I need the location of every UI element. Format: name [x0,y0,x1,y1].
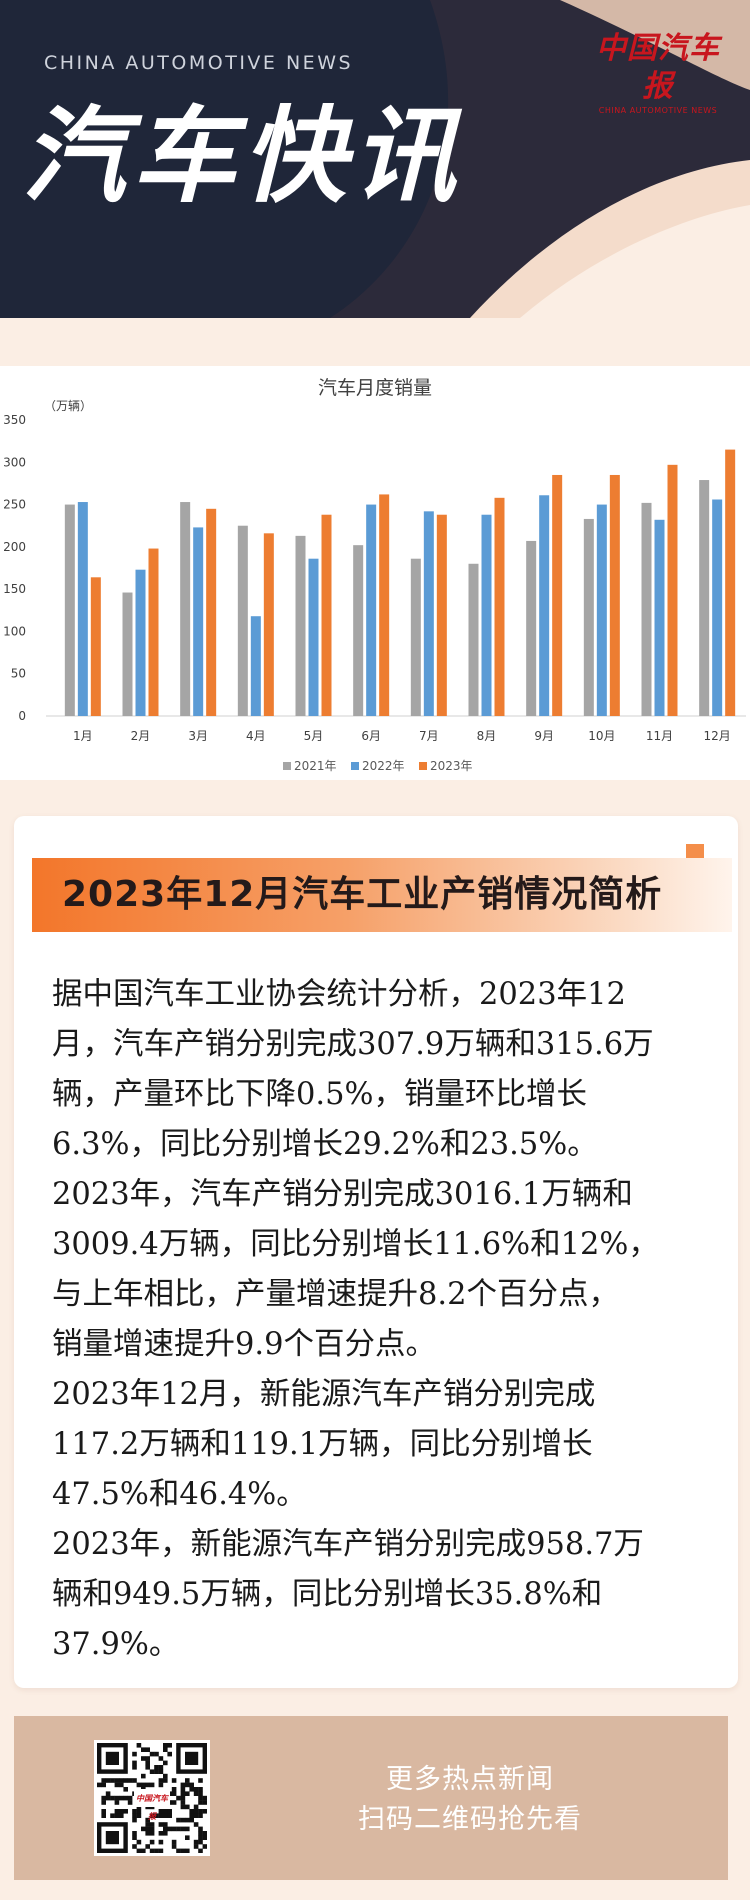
bar-2021年-2月 [122,592,133,716]
qr-code[interactable]: 中国汽车报 [94,1740,210,1856]
x-tick-label: 6月 [361,729,381,743]
bar-2023年-4月 [263,533,274,716]
chart-title: 汽车月度销量 [318,377,432,399]
header-english-title: CHINA AUTOMOTIVE NEWS [44,52,354,74]
bar-2023年-9月 [552,474,563,716]
article-heading: 2023年12月汽车工业产销情况简析 [62,874,663,915]
article-line: 辆，产量环比下降0.5%，销量环比增长 [52,1077,587,1112]
article-line: 37.9%。 [52,1627,180,1662]
footer-promo: 中国汽车报 更多热点新闻 扫码二维码抢先看 [14,1716,728,1880]
x-tick-label: 4月 [246,729,266,743]
bar-2022年-8月 [481,514,492,716]
article-line: 2023年12月，新能源汽车产销分别完成 [52,1377,596,1412]
bar-2021年-7月 [410,558,421,716]
banner-accent-square [686,844,704,862]
bar-2023年-11月 [667,464,678,716]
y-tick-label: 300 [3,455,26,469]
logo-english-text: CHINA AUTOMOTIVE NEWS [598,106,718,115]
bar-2022年-6月 [366,504,377,716]
bar-2021年-12月 [699,480,710,716]
bar-2021年-8月 [468,563,479,716]
bar-2023年-12月 [725,449,736,716]
monthly-sales-chart: 汽车月度销量 （万辆） 0 50 100 150 200 250 300 350 1月 2月 3月 4月 5… [0,366,750,780]
bar-2021年-4月 [237,525,248,716]
x-tick-label: 11月 [646,729,673,743]
bar-2022年-5月 [308,558,319,716]
y-tick-label: 150 [3,582,26,596]
bar-2023年-10月 [609,474,620,716]
bar-2023年-7月 [436,514,447,716]
legend-swatch [351,762,359,770]
bar-2022年-12月 [712,499,723,716]
x-tick-label: 7月 [419,729,439,743]
article-line: 与上年相比，产量增速提升8.2个百分点， [52,1277,620,1312]
y-tick-label: 250 [3,498,26,512]
bar-2021年-1月 [64,504,75,716]
article-line: 据中国汽车工业协会统计分析，2023年12 [52,977,626,1012]
y-tick-label: 200 [3,540,26,554]
article-line: 2023年，新能源汽车产销分别完成958.7万 [52,1527,644,1562]
bar-2022年-7月 [423,511,434,716]
china-automotive-news-logo: 中国汽车报 CHINA AUTOMOTIVE NEWS [588,30,728,115]
y-tick-label: 350 [3,413,26,427]
x-tick-label: 10月 [588,729,615,743]
chart-canvas: 汽车月度销量 （万辆） 0 50 100 150 200 250 300 350 1月 2月 3月 4月 5… [3,377,746,773]
bar-2021年-10月 [583,518,594,716]
article-line: 辆和949.5万辆，同比分别增长35.8%和 [52,1577,603,1612]
footer-line-2: 扫码二维码抢先看 [358,1804,582,1835]
bar-2023年-6月 [379,494,390,716]
legend-label: 2021年 [294,759,337,773]
qr-code-pattern [97,1743,207,1853]
article-line: 销量增速提升9.9个百分点。 [52,1327,437,1362]
article-line: 2023年，汽车产销分别完成3016.1万辆和 [52,1177,633,1212]
article-body: 据中国汽车工业协会统计分析，2023年12 月，汽车产销分别完成307.9万辆和… [52,970,718,1670]
bar-2022年-2月 [135,569,146,716]
x-tick-label: 1月 [73,729,93,743]
bar-2022年-9月 [539,495,550,716]
article-line: 6.3%，同比分别增长29.2%和23.5%。 [52,1127,598,1162]
bar-2022年-10月 [596,504,607,716]
bar-2023年-3月 [206,508,217,716]
chart-unit-label: （万辆） [44,399,92,413]
x-tick-label: 8月 [477,729,497,743]
bar-2022年-4月 [250,616,261,716]
y-tick-label: 100 [3,624,26,638]
x-tick-label: 2月 [131,729,151,743]
article-line: 月，汽车产销分别完成307.9万辆和315.6万 [52,1027,654,1062]
y-tick-label: 50 [11,667,26,681]
header-chinese-title: 汽车快讯 [22,95,463,217]
article-line: 117.2万辆和119.1万辆，同比分别增长 [52,1427,593,1462]
footer-text: 更多热点新闻 扫码二维码抢先看 [290,1760,650,1840]
bar-2023年-1月 [90,577,101,716]
qr-center-logo: 中国汽车报 [134,1789,170,1821]
y-tick-label: 0 [18,709,26,723]
bar-2023年-5月 [321,514,332,716]
header-decoration [330,0,750,318]
article-heading-banner: 2023年12月汽车工业产销情况简析 [32,858,732,932]
legend-label: 2022年 [362,759,405,773]
footer-line-1: 更多热点新闻 [386,1764,554,1795]
legend-swatch [419,762,427,770]
legend-label: 2023年 [430,759,473,773]
bar-2021年-6月 [353,545,364,716]
logo-chinese-text: 中国汽车报 [596,31,720,104]
x-tick-label: 9月 [534,729,554,743]
x-tick-label: 3月 [188,729,208,743]
bar-2022年-3月 [193,527,204,716]
article-line: 47.5%和46.4%。 [52,1477,307,1512]
x-tick-label: 12月 [704,729,731,743]
article-line: 3009.4万辆，同比分别增长11.6%和12%， [52,1227,659,1262]
bar-2021年-11月 [641,502,652,716]
bar-2021年-9月 [526,540,537,716]
article-card: 2023年12月汽车工业产销情况简析 据中国汽车工业协会统计分析，2023年12… [14,816,738,1688]
legend-swatch [283,762,291,770]
x-tick-label: 5月 [304,729,324,743]
bar-2021年-3月 [180,502,191,716]
bar-2021年-5月 [295,535,306,716]
bar-2022年-1月 [77,502,88,716]
header-banner: CHINA AUTOMOTIVE NEWS 汽车快讯 中国汽车报 CHINA A… [0,0,750,318]
bar-2023年-2月 [148,548,159,716]
bar-2023年-8月 [494,497,505,716]
bar-2022年-11月 [654,519,665,716]
